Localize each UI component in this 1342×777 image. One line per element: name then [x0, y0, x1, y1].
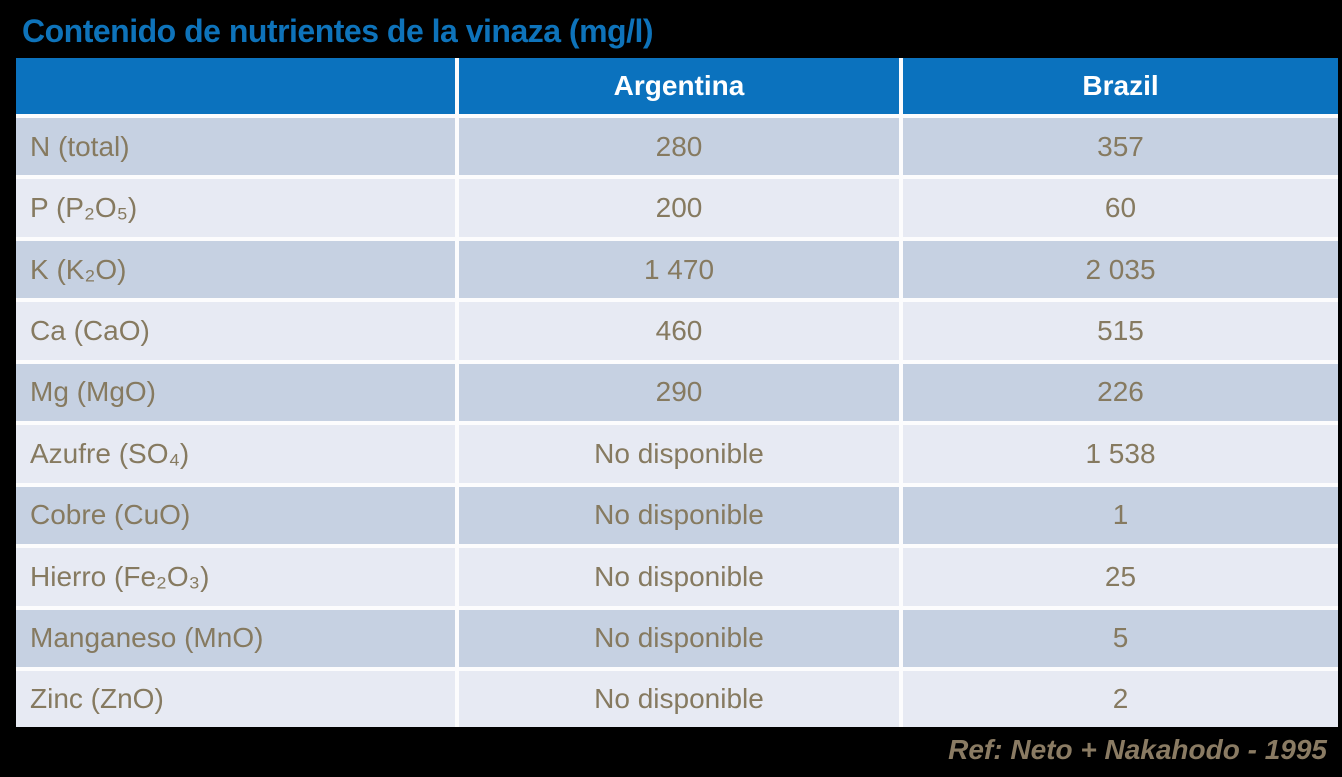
row-label: Cobre (CuO) [16, 484, 459, 549]
brazil-value: 2 [901, 668, 1338, 727]
table-body: N (total) 280 357 P (P₂O₅) 200 60 K (K₂O… [16, 116, 1338, 727]
table-row: Manganeso (MnO) No disponible 5 [16, 607, 1338, 671]
column-header-argentina: Argentina [457, 58, 903, 118]
table-row: Ca (CaO) 460 515 [16, 300, 1338, 364]
argentina-value: No disponible [457, 423, 903, 487]
table-row: N (total) 280 357 [16, 116, 1338, 180]
brazil-value: 25 [901, 546, 1338, 610]
argentina-value: 460 [457, 300, 903, 364]
argentina-value: 280 [457, 116, 903, 180]
row-label: Manganeso (MnO) [16, 607, 459, 671]
argentina-value: No disponible [457, 607, 903, 671]
row-label: P (P₂O₅) [16, 177, 459, 241]
row-label: Hierro (Fe₂O₃) [16, 546, 459, 610]
argentina-value: 290 [457, 361, 903, 426]
nutrients-table-container: Argentina Brazil N (total) 280 357 P (P₂… [16, 58, 1338, 727]
column-header-brazil: Brazil [901, 58, 1338, 118]
argentina-value: No disponible [457, 484, 903, 549]
argentina-value: 1 470 [457, 238, 903, 303]
brazil-value: 1 538 [901, 423, 1338, 487]
row-label: K (K₂O) [16, 238, 459, 303]
table-row: P (P₂O₅) 200 60 [16, 177, 1338, 241]
slide-title: Contenido de nutrientes de la vinaza (mg… [22, 13, 654, 49]
brazil-value: 2 035 [901, 238, 1338, 303]
argentina-value: No disponible [457, 668, 903, 727]
footer-reference: Ref: Neto + Nakahodo - 1995 [948, 734, 1327, 765]
argentina-value: No disponible [457, 546, 903, 610]
brazil-value: 226 [901, 361, 1338, 426]
row-label: Ca (CaO) [16, 300, 459, 364]
table-row: K (K₂O) 1 470 2 035 [16, 238, 1338, 303]
row-label: Mg (MgO) [16, 361, 459, 426]
brazil-value: 515 [901, 300, 1338, 364]
table-row: Cobre (CuO) No disponible 1 [16, 484, 1338, 549]
brazil-value: 60 [901, 177, 1338, 241]
table-row: Hierro (Fe₂O₃) No disponible 25 [16, 546, 1338, 610]
table-row: Zinc (ZnO) No disponible 2 [16, 668, 1338, 727]
column-header-metric [16, 58, 459, 118]
table-row: Mg (MgO) 290 226 [16, 361, 1338, 426]
brazil-value: 5 [901, 607, 1338, 671]
row-label: Azufre (SO₄) [16, 423, 459, 487]
row-label: Zinc (ZnO) [16, 668, 459, 727]
argentina-value: 200 [457, 177, 903, 241]
nutrients-table: Argentina Brazil N (total) 280 357 P (P₂… [16, 58, 1338, 727]
table-header-row: Argentina Brazil [16, 58, 1338, 118]
table-row: Azufre (SO₄) No disponible 1 538 [16, 423, 1338, 487]
brazil-value: 357 [901, 116, 1338, 180]
row-label: N (total) [16, 116, 459, 180]
brazil-value: 1 [901, 484, 1338, 549]
